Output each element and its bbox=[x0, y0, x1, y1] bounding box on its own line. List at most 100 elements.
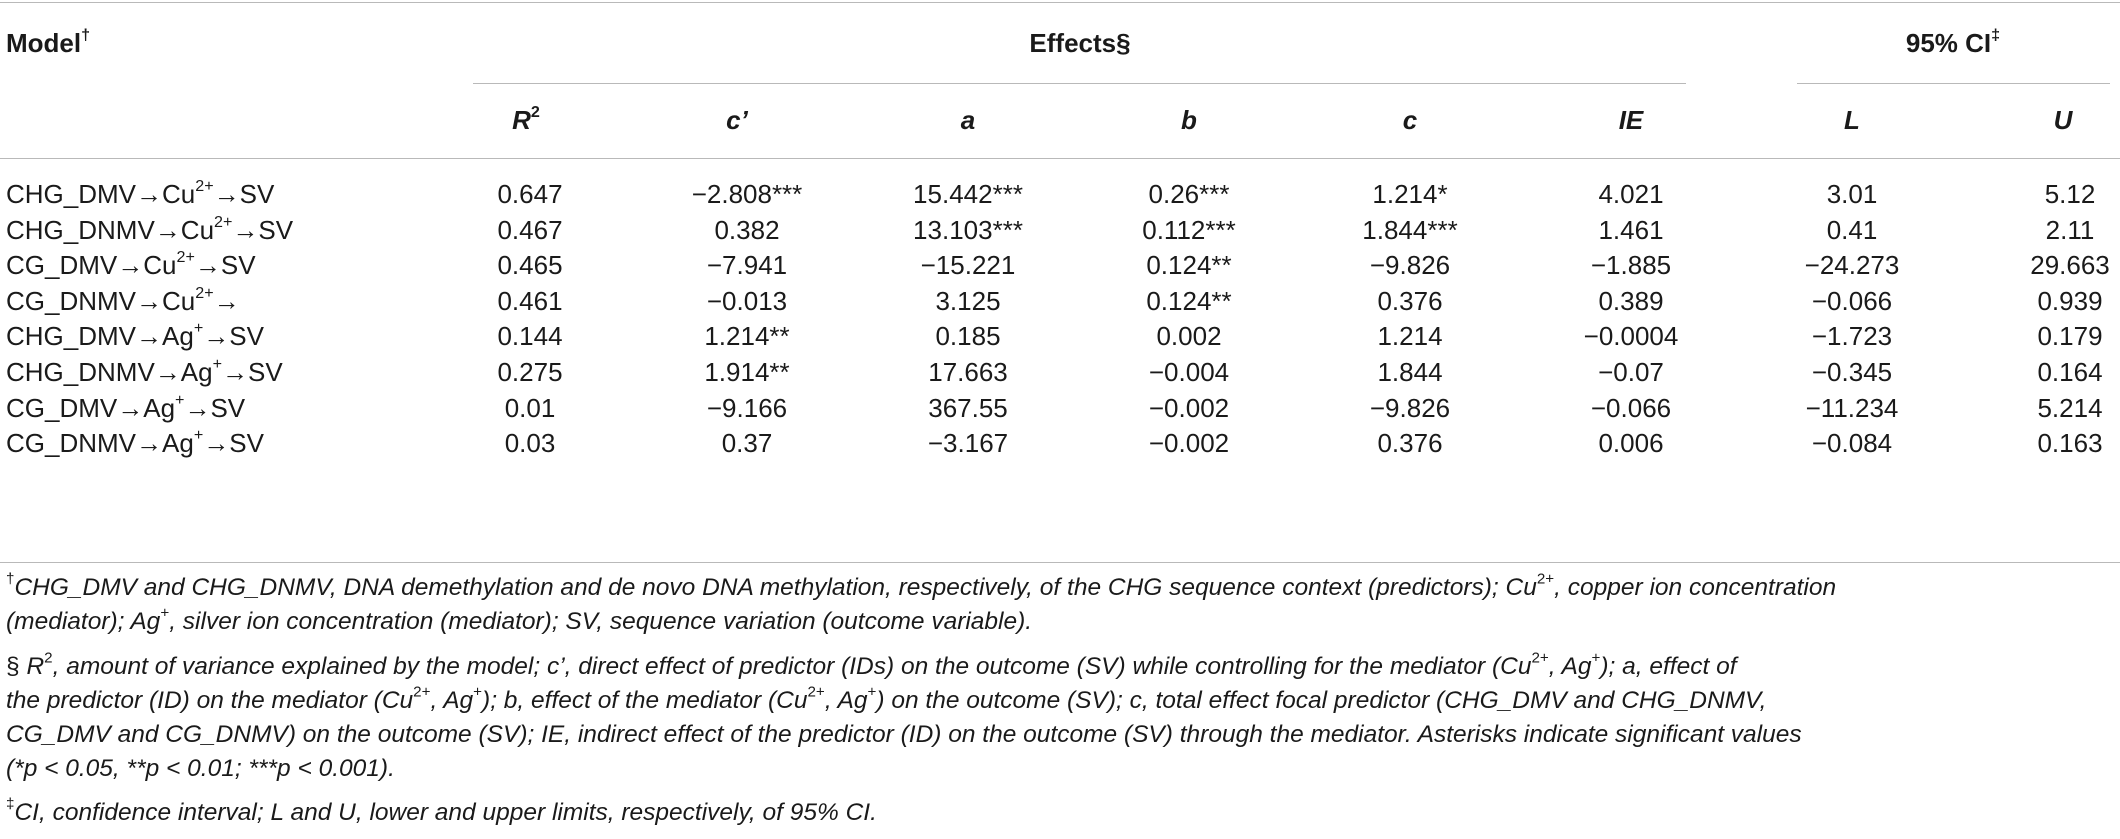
footnote-text: ); b, effect of the mediator (Cu bbox=[482, 687, 808, 714]
ie-cell: 1.461 bbox=[1598, 214, 1664, 245]
ion-charge: 2+ bbox=[195, 176, 214, 195]
c-cell: 1.214 bbox=[1377, 321, 1443, 352]
model-cell: CG_DNMV→Ag+→SV bbox=[6, 427, 264, 459]
model-name: CHG_DNMV→Cu bbox=[6, 214, 215, 245]
model-name: CG_DMV→Cu bbox=[6, 250, 177, 281]
ie-cell: −0.07 bbox=[1598, 357, 1664, 387]
u-cell: 0.939 bbox=[2037, 285, 2103, 316]
c-prime-column-header: c’ bbox=[726, 105, 748, 135]
c-prime-cell: 0.37 bbox=[721, 428, 773, 459]
u-cell: 0.179 bbox=[2037, 321, 2103, 352]
model-name: CG_DMV→Ag bbox=[6, 392, 176, 423]
c-prime-cell: −0.013 bbox=[706, 285, 788, 316]
r2-cell: 0.467 bbox=[497, 214, 563, 245]
c-cell: 0.376 bbox=[1377, 428, 1443, 459]
a-cell: 15.442*** bbox=[913, 179, 1023, 209]
l-cell: 0.41 bbox=[1826, 214, 1878, 245]
footnote-sup: 2+ bbox=[807, 683, 825, 701]
model-name: CHG_DMV→Cu bbox=[6, 179, 196, 209]
ion-charge: + bbox=[193, 426, 204, 445]
a-cell: −3.167 bbox=[927, 428, 1009, 459]
model-cell: CHG_DMV→Cu2+→SV bbox=[6, 178, 274, 210]
footnote-dagger-line-1: †CHG_DMV and CHG_DNMV, DNA demethylation… bbox=[6, 571, 2114, 605]
c-cell: 1.844 bbox=[1377, 357, 1443, 387]
l-cell: −0.084 bbox=[1811, 428, 1893, 459]
model-cell: CHG_DNMV→Ag+→SV bbox=[6, 356, 283, 388]
model-cell: CG_DMV→Cu2+→SV bbox=[6, 249, 256, 281]
footnote-text: , silver ion concentration (mediator); S… bbox=[169, 608, 1033, 635]
model-outcome: →SV bbox=[203, 428, 264, 459]
a-column-header: a bbox=[960, 105, 976, 135]
model-outcome: →SV bbox=[184, 392, 246, 423]
model-column-header: Model† bbox=[6, 27, 90, 59]
l-cell: −24.273 bbox=[1804, 250, 1900, 281]
footnote-section-line-4: (*p < 0.05, **p < 0.01; ***p < 0.001). bbox=[6, 755, 395, 782]
c-cell: 0.376 bbox=[1377, 285, 1443, 316]
footnote-section: § R2, amount of variance explained by th… bbox=[6, 650, 2114, 786]
footnote-section-line-1: § R2, amount of variance explained by th… bbox=[6, 650, 2114, 684]
l-cell: −11.234 bbox=[1805, 392, 1899, 423]
footnote-text: CI, confidence interval; L and U, lower … bbox=[14, 799, 877, 826]
b-cell: −0.002 bbox=[1148, 428, 1230, 459]
b-cell: −0.002 bbox=[1148, 392, 1230, 423]
footnote-double-dagger: ‡CI, confidence interval; L and U, lower… bbox=[6, 796, 2114, 830]
ci-group-header: 95% CI‡ bbox=[1906, 27, 2000, 59]
header-bottom-rule bbox=[0, 158, 2120, 159]
model-outcome: →SV bbox=[222, 357, 283, 387]
l-cell: −0.066 bbox=[1811, 285, 1893, 316]
u-cell: 0.163 bbox=[2037, 428, 2103, 459]
footnote-text: , Ag bbox=[1548, 653, 1592, 680]
footnote-text: , Ag bbox=[824, 687, 868, 714]
ion-charge: + bbox=[212, 354, 223, 373]
footnote-sup: + bbox=[473, 683, 483, 701]
ion-charge: 2+ bbox=[195, 283, 214, 302]
r2-cell: 0.03 bbox=[504, 428, 556, 459]
model-header-mark: † bbox=[81, 25, 91, 44]
r2-column-header: R2 bbox=[512, 104, 540, 136]
b-cell: 0.26*** bbox=[1148, 179, 1230, 209]
model-cell: CG_DNMV→Cu2+→ bbox=[6, 285, 240, 317]
b-cell: −0.004 bbox=[1148, 357, 1230, 387]
footnote-sup: 2 bbox=[44, 649, 53, 667]
a-cell: 367.55 bbox=[928, 392, 1008, 423]
c-prime-cell: 1.214** bbox=[704, 321, 790, 352]
footnote-text: R bbox=[26, 653, 45, 680]
u-cell: 5.12 bbox=[2044, 179, 2096, 209]
footnote-text: ); a, effect of bbox=[1600, 653, 1737, 680]
footnote-text: , copper ion concentration bbox=[1554, 574, 1837, 601]
ie-cell: −0.066 bbox=[1590, 392, 1672, 423]
ie-column-header: IE bbox=[1618, 105, 1644, 135]
b-column-header: b bbox=[1181, 105, 1197, 135]
model-cell: CG_DMV→Ag+→SV bbox=[6, 391, 246, 424]
a-cell: 13.103*** bbox=[913, 214, 1023, 245]
footnote-section-mark: § bbox=[6, 653, 27, 680]
footnote-text: , amount of variance explained by the mo… bbox=[52, 653, 1532, 680]
a-cell: 3.125 bbox=[935, 285, 1001, 316]
c-prime-cell: −9.166 bbox=[706, 392, 788, 423]
r2-cell: 0.647 bbox=[497, 179, 563, 209]
c-cell: −9.826 bbox=[1369, 392, 1451, 423]
footnote-sup: + bbox=[1591, 649, 1601, 667]
footnote-sup: 2+ bbox=[1531, 649, 1549, 667]
footnote-section-line-3: CG_DMV and CG_DNMV) on the outcome (SV);… bbox=[6, 721, 1802, 748]
b-cell: 0.124** bbox=[1146, 285, 1232, 316]
c-cell: 1.844*** bbox=[1362, 214, 1458, 245]
u-column-header: U bbox=[2053, 105, 2073, 135]
footnote-dagger-line-2: (mediator); Ag+, silver ion concentratio… bbox=[6, 605, 2114, 639]
footnote-text: ) on the outcome (SV); c, total effect f… bbox=[876, 687, 1767, 714]
footnote-section-line-2: the predictor (ID) on the mediator (Cu2+… bbox=[6, 684, 2114, 718]
effects-group-rule bbox=[473, 83, 1686, 84]
model-name: CHG_DMV→Ag bbox=[6, 321, 194, 352]
c-cell: 1.214* bbox=[1372, 179, 1448, 209]
u-cell: 29.663 bbox=[2030, 250, 2110, 281]
r2-cell: 0.01 bbox=[504, 392, 556, 423]
footnote-double-dagger-line: ‡CI, confidence interval; L and U, lower… bbox=[6, 796, 2114, 830]
b-cell: 0.112*** bbox=[1142, 214, 1236, 245]
l-cell: −0.345 bbox=[1811, 357, 1893, 387]
a-cell: 17.663 bbox=[928, 357, 1008, 387]
model-outcome: → bbox=[213, 285, 240, 316]
model-header-label: Model bbox=[6, 28, 82, 58]
model-cell: CHG_DMV→Ag+→SV bbox=[6, 320, 264, 352]
footnote-double-dagger-mark: ‡ bbox=[6, 795, 15, 813]
footnote-sup: + bbox=[867, 683, 877, 701]
